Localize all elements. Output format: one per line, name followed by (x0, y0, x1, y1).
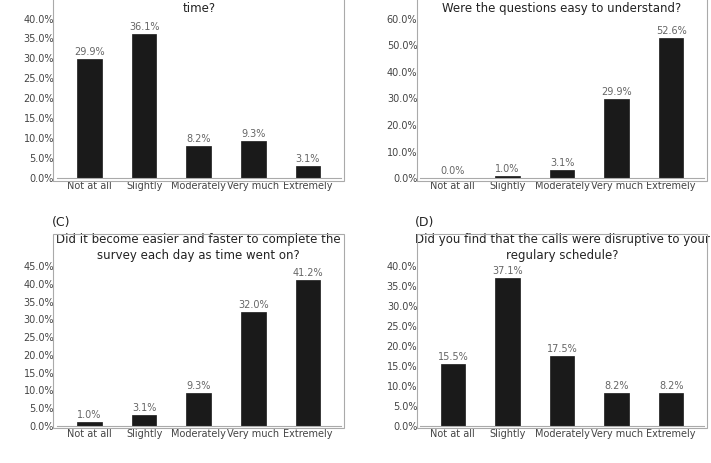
Bar (241, 141, 266, 178)
Text: 9.3%: 9.3% (186, 381, 211, 391)
Bar (186, 145, 211, 178)
Text: 32.0%: 32.0% (238, 300, 269, 310)
Text: 0.0%: 0.0% (441, 166, 465, 176)
Text: 8.2%: 8.2% (604, 382, 629, 391)
Text: 41.2%: 41.2% (293, 268, 324, 278)
Bar (441, 364, 465, 426)
Bar (550, 356, 574, 426)
Text: 3.1%: 3.1% (132, 403, 156, 413)
Bar (77, 422, 102, 426)
Bar (659, 38, 683, 178)
Bar (604, 99, 629, 178)
Text: (C): (C) (52, 216, 70, 229)
Text: 37.1%: 37.1% (492, 266, 523, 276)
Text: 15.5%: 15.5% (437, 352, 469, 362)
Bar (296, 280, 320, 426)
Bar (296, 166, 320, 178)
Bar (186, 393, 211, 426)
Bar (77, 59, 102, 178)
Text: 8.2%: 8.2% (659, 382, 683, 391)
Text: 17.5%: 17.5% (547, 344, 577, 354)
Text: 8.2%: 8.2% (186, 134, 211, 144)
Text: 1.0%: 1.0% (496, 164, 520, 174)
Bar (659, 393, 683, 426)
Title: Did it become easier and faster to complete the
survey each day as time went on?: Did it become easier and faster to compl… (56, 233, 341, 262)
Text: 9.3%: 9.3% (241, 129, 265, 139)
Bar (132, 34, 156, 178)
Text: 52.6%: 52.6% (656, 26, 687, 36)
Text: 3.1%: 3.1% (296, 154, 320, 164)
Bar (241, 313, 266, 426)
Text: 3.1%: 3.1% (550, 158, 574, 168)
Bar (604, 393, 629, 426)
Bar (132, 415, 156, 426)
Text: 1.0%: 1.0% (77, 411, 102, 420)
Text: 29.9%: 29.9% (602, 87, 632, 97)
Title: Were the questions easy to understand?: Were the questions easy to understand? (442, 1, 682, 14)
Bar (495, 278, 520, 426)
Text: 29.9%: 29.9% (75, 47, 105, 57)
Text: (D): (D) (415, 216, 434, 229)
Text: 36.1%: 36.1% (129, 22, 159, 32)
Title: Did you find that the calls were disruptive to your
regulary schedule?: Did you find that the calls were disrupt… (415, 233, 710, 262)
Title: Did you feel that the daily phone calls took too much
time?: Did you feel that the daily phone calls … (41, 0, 356, 14)
Bar (550, 170, 574, 178)
Bar (495, 175, 520, 178)
